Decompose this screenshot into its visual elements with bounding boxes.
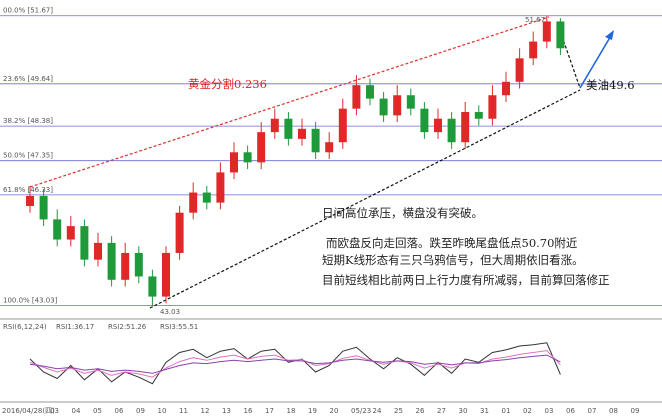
- candle-body: [434, 118, 442, 133]
- date-label: 18: [287, 407, 296, 415]
- candle-body: [80, 226, 89, 260]
- candle-body: [66, 226, 75, 240]
- candle-body: [216, 172, 225, 203]
- date-label: 19: [308, 407, 317, 415]
- candle-body: [107, 242, 116, 280]
- fib-level-label: 50.0% [47.35]: [3, 152, 53, 160]
- candle-body: [556, 21, 565, 49]
- arrow-head: [605, 30, 614, 40]
- date-label: 31: [480, 407, 489, 415]
- fib-level-label: 100.0% [43.03]: [3, 297, 58, 305]
- candle-body: [270, 118, 279, 133]
- candle-body: [175, 212, 184, 253]
- date-label: 13: [222, 407, 231, 415]
- date-label: 30: [459, 407, 468, 415]
- date-label: 09: [136, 407, 145, 415]
- candle-body: [94, 242, 102, 260]
- candle-body: [542, 21, 551, 42]
- candle-body: [230, 152, 238, 173]
- candle-body: [529, 41, 538, 59]
- candle-body: [189, 192, 198, 213]
- rsi-line: [29, 354, 561, 374]
- candle-body: [447, 118, 456, 143]
- lower-trendline: [149, 89, 581, 309]
- fib-level-label: 38.2% [48.38]: [3, 117, 53, 125]
- peak-label: 51.67: [525, 16, 545, 24]
- candle-body: [352, 85, 361, 109]
- commentary-line: 短期K线形态有三只乌鸦信号，但大周期依旧看涨。: [322, 253, 584, 267]
- forecast-arrow: [579, 33, 613, 89]
- legend-entry: RSI3:55.51: [160, 323, 198, 331]
- date-label: 05: [93, 407, 102, 415]
- date-label: 12: [201, 407, 210, 415]
- fib-level-label: 23.6% [49.64]: [3, 75, 53, 83]
- candle-body: [202, 192, 211, 203]
- price-note: 美油49.6: [586, 78, 635, 92]
- candle-body: [298, 128, 306, 139]
- candle-body: [134, 252, 143, 277]
- date-label: 11: [179, 407, 188, 415]
- candle-body: [39, 195, 48, 220]
- candle-body: [257, 132, 266, 163]
- candle-body: [162, 252, 170, 297]
- candle-body: [420, 108, 429, 133]
- candle-body: [474, 112, 483, 119]
- date-label: 02: [523, 407, 532, 415]
- candle-body: [366, 85, 374, 99]
- date-label: 06: [566, 407, 575, 415]
- candle-body: [502, 81, 510, 96]
- candle-body: [53, 219, 62, 240]
- candle-body: [284, 118, 293, 139]
- date-label: 03: [50, 407, 59, 415]
- candle-body: [406, 95, 415, 109]
- date-label: 08: [609, 407, 618, 415]
- commentary-line: 而欧盘反向走回落。跌至昨晚尾盘低点50.70附近: [326, 236, 578, 250]
- candle-body: [148, 276, 157, 297]
- low-label: 43.03: [160, 308, 180, 316]
- candle-body: [515, 58, 524, 82]
- date-label: 16: [244, 407, 253, 415]
- date-label: 17: [265, 407, 274, 415]
- date-label: 25: [394, 407, 403, 415]
- candle-body: [26, 195, 34, 206]
- candle-body: [393, 95, 402, 116]
- candle-body: [461, 112, 470, 143]
- legend-entry: RSI1:36.17: [56, 323, 94, 331]
- date-label: 26: [416, 407, 425, 415]
- date-label: 10: [158, 407, 167, 415]
- date-label: 24: [373, 407, 382, 415]
- date-label: 09: [631, 407, 640, 415]
- upper-trendline: [29, 16, 550, 188]
- candle-body: [121, 252, 130, 280]
- date-label: 2016/04/28(四): [2, 407, 55, 415]
- commentary-line: 目前短线相比前两日上行力度有所减弱，目前算回落修正: [322, 273, 610, 287]
- date-label: 20: [330, 407, 339, 415]
- rsi-title: RSI(6,12,24): [3, 323, 47, 331]
- fib-note: 黄金分割0.236: [188, 77, 267, 91]
- candle-body: [311, 128, 320, 153]
- candle-body: [243, 152, 252, 163]
- date-label: 05/23: [351, 407, 371, 415]
- candle-body: [325, 142, 334, 153]
- date-label: 07: [588, 407, 597, 415]
- candle-body: [338, 108, 347, 143]
- date-label: 01: [502, 407, 511, 415]
- candle-body: [379, 98, 388, 116]
- date-label: 04: [72, 407, 81, 415]
- commentary-line: 日间高位承压，横盘没有突破。: [322, 206, 483, 220]
- date-label: 27: [437, 407, 446, 415]
- candle-body: [488, 95, 497, 119]
- date-label: 03: [545, 407, 554, 415]
- date-label: 06: [115, 407, 124, 415]
- fib-level-label: 00.0% [51.67]: [3, 7, 53, 15]
- fib-level-label: 61.8% [46.33]: [3, 186, 53, 194]
- legend-entry: RSI2:51.26: [108, 323, 147, 331]
